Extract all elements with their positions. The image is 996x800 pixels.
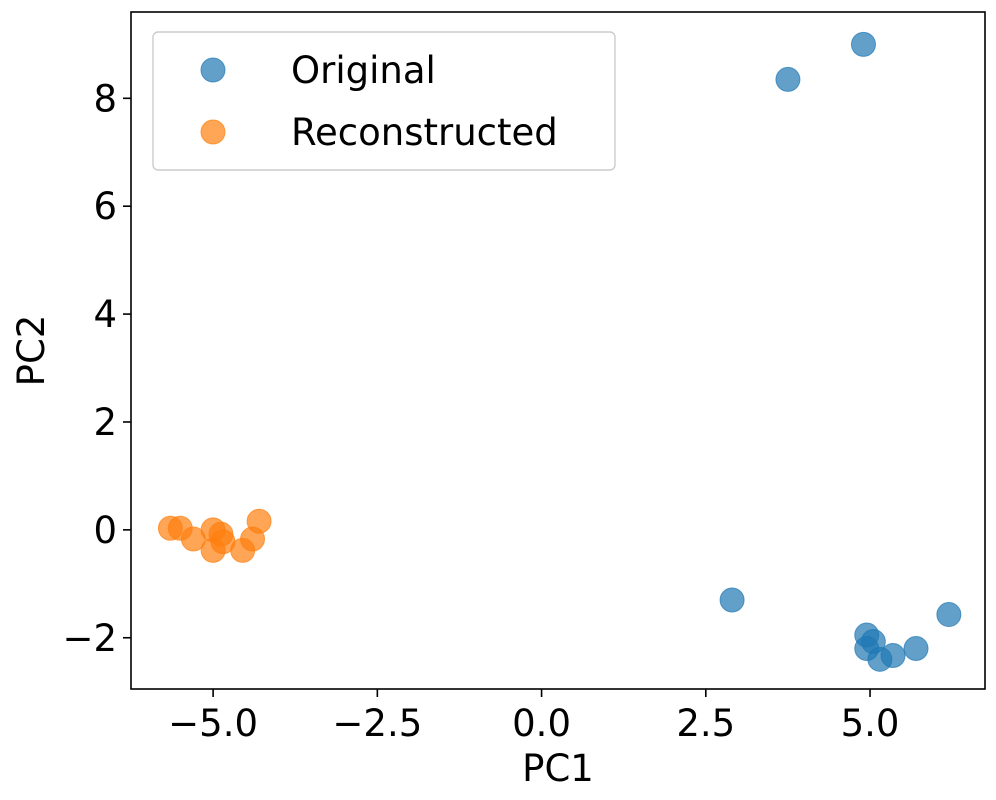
y-axis-title: PC2	[10, 315, 53, 387]
plot-frame	[130, 11, 986, 690]
data-point	[719, 587, 745, 613]
legend-marker	[200, 119, 226, 145]
data-point	[867, 646, 893, 672]
x-tick-label: 2.5	[676, 702, 735, 745]
points-layer	[157, 31, 962, 672]
y-tick-label: 8	[93, 77, 117, 120]
legend-label: Original	[291, 49, 436, 92]
y-tick-label: −2	[62, 617, 117, 660]
x-tick-label: −2.5	[332, 702, 422, 745]
x-tick-label: 5.0	[841, 702, 900, 745]
legend-box	[152, 31, 616, 171]
x-axis-title: PC1	[522, 747, 594, 790]
x-axis: −5.0 −2.5 0.0 2.5 5.0	[168, 689, 899, 745]
legend: Original Reconstructed	[152, 31, 616, 171]
y-tick-label: 2	[93, 401, 117, 444]
y-tick-label: 4	[93, 293, 117, 336]
series-original	[719, 31, 962, 672]
legend-label: Reconstructed	[291, 111, 558, 154]
legend-marker	[200, 57, 226, 83]
y-tick-label: 0	[93, 509, 117, 552]
x-tick-label: 0.0	[512, 702, 571, 745]
y-tick-label: 6	[93, 185, 117, 228]
data-point	[246, 508, 272, 534]
data-point	[936, 602, 962, 628]
x-tick-label: −5.0	[168, 702, 258, 745]
data-point	[775, 66, 801, 92]
data-point	[850, 31, 876, 57]
y-axis: −2 0 2 4 6 8	[62, 77, 131, 660]
data-point	[903, 636, 929, 662]
series-reconstructed	[157, 508, 272, 563]
